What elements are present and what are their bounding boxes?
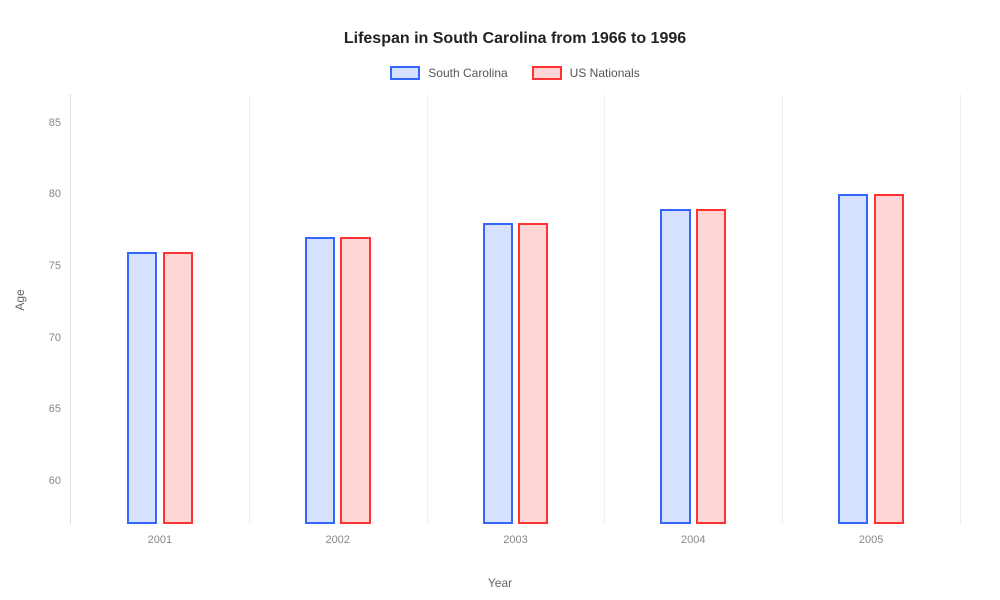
x-tick-label: 2004	[681, 534, 705, 546]
y-axis-label: Age	[13, 289, 27, 310]
bar	[518, 223, 548, 524]
legend: South Carolina US Nationals	[70, 66, 960, 80]
legend-swatch-0	[390, 66, 420, 80]
bar	[340, 237, 370, 524]
legend-swatch-1	[532, 66, 562, 80]
legend-item-1: US Nationals	[532, 66, 640, 80]
gridline	[604, 94, 605, 524]
y-tick-label: 75	[49, 260, 61, 272]
bar	[305, 237, 335, 524]
x-axis-label: Year	[488, 576, 512, 590]
x-tick-label: 2002	[325, 534, 349, 546]
gridline	[427, 94, 428, 524]
bar	[874, 194, 904, 524]
x-tick-label: 2003	[503, 534, 527, 546]
legend-label-0: South Carolina	[428, 66, 507, 80]
y-tick-label: 85	[49, 117, 61, 129]
chart-container: Lifespan in South Carolina from 1966 to …	[0, 0, 1000, 600]
gridline	[782, 94, 783, 524]
bar	[127, 252, 157, 524]
gridline	[960, 94, 961, 524]
chart-title: Lifespan in South Carolina from 1966 to …	[70, 30, 960, 48]
legend-item-0: South Carolina	[390, 66, 507, 80]
bar	[163, 252, 193, 524]
y-tick-label: 60	[49, 475, 61, 487]
y-tick-label: 80	[49, 188, 61, 200]
gridline	[249, 94, 250, 524]
bar	[483, 223, 513, 524]
y-tick-label: 70	[49, 332, 61, 344]
legend-label-1: US Nationals	[570, 66, 640, 80]
bar	[660, 209, 690, 524]
bar	[838, 194, 868, 524]
x-tick-label: 2005	[859, 534, 883, 546]
x-tick-label: 2001	[148, 534, 172, 546]
y-tick-label: 65	[49, 403, 61, 415]
plot-area: 20012002200320042005606570758085	[70, 94, 960, 524]
bar	[696, 209, 726, 524]
